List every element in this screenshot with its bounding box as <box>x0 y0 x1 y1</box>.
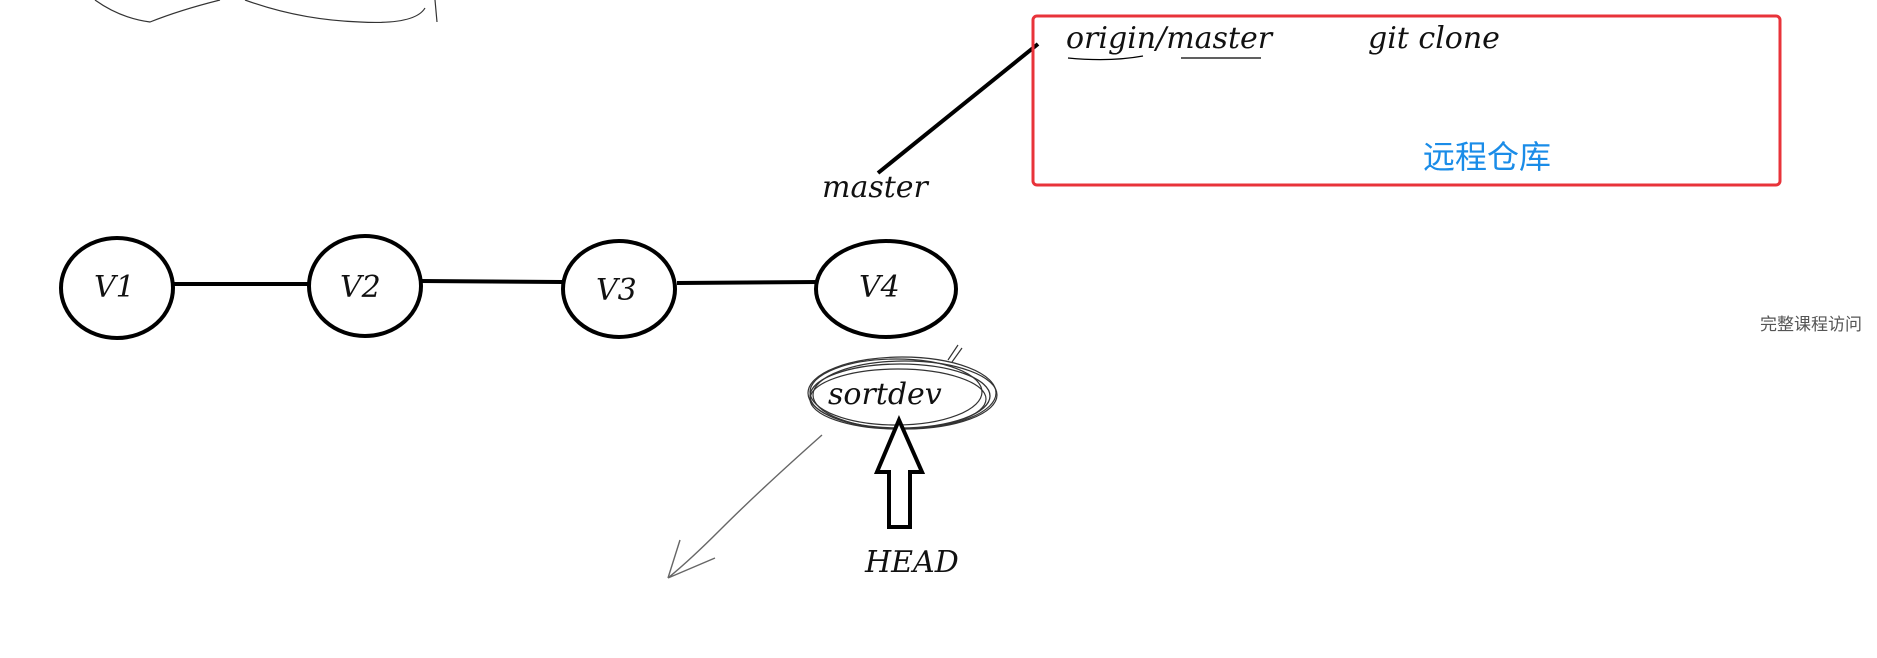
commit-label-v4: V4 <box>859 270 900 305</box>
remote-repo-box: origin/master git clone 远程仓库 <box>1031 14 1782 187</box>
commit-node-v4: V4 <box>814 239 958 339</box>
commit-label-v2: V2 <box>340 270 381 305</box>
edge-v3-v4 <box>676 280 819 285</box>
sortdev-branch-label: sortdev <box>828 377 942 412</box>
edge-v2-v3 <box>419 279 563 284</box>
sortdev-branch: sortdev <box>807 344 998 430</box>
scribble-top-left <box>94 0 438 24</box>
watermark-text: 完整课程访问 <box>1760 315 1862 335</box>
commit-label-v3: V3 <box>596 273 637 308</box>
head-label: HEAD <box>864 545 959 580</box>
commit-label-v1: V1 <box>94 270 135 305</box>
origin-underline <box>1067 55 1144 61</box>
remote-repo-title: 远程仓库 <box>1423 138 1551 176</box>
pencil-arrow <box>667 434 823 579</box>
master-to-origin-line <box>876 42 1040 175</box>
commit-node-v1: V1 <box>59 236 175 340</box>
commit-node-v2: V2 <box>307 234 423 338</box>
master-branch-label: master <box>822 170 930 205</box>
commit-node-v3: V3 <box>561 239 677 339</box>
head-arrow <box>873 414 926 529</box>
origin-master-label: origin/master <box>1066 21 1274 56</box>
git-clone-command: git clone <box>1368 21 1500 56</box>
